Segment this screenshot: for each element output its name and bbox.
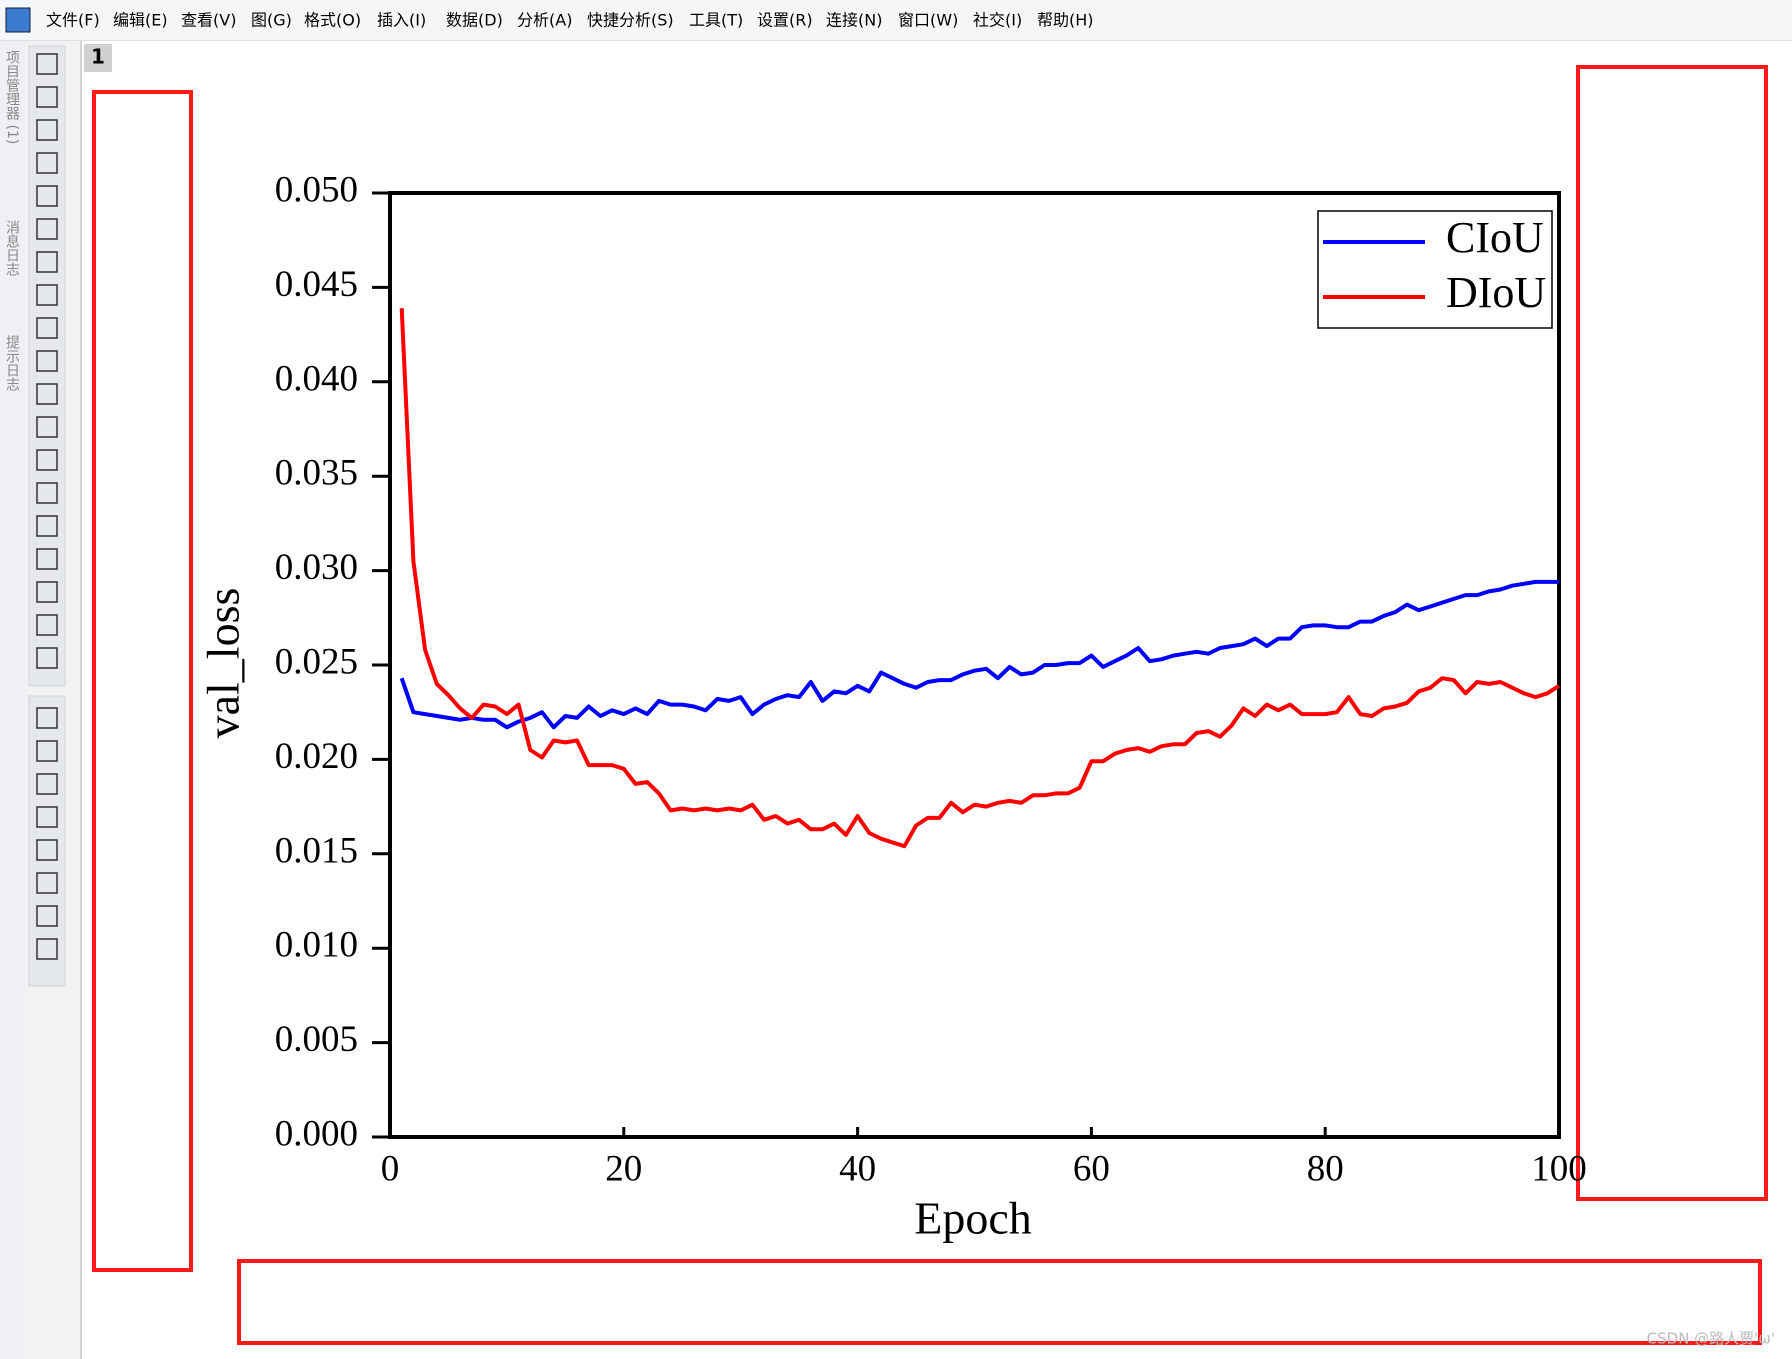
toolbar bbox=[28, 695, 66, 987]
tool-button[interactable] bbox=[36, 317, 58, 339]
tool-button[interactable] bbox=[36, 152, 58, 174]
side-tab[interactable]: 项目管理器 (1) bbox=[4, 50, 20, 144]
y-axis-label: val_loss bbox=[198, 588, 249, 739]
highlight-box bbox=[1576, 65, 1768, 1201]
legend-box bbox=[1317, 210, 1553, 329]
watermark: CSDN @路人贾'ω' bbox=[1647, 1330, 1775, 1348]
x-tick-label: 20 bbox=[605, 1148, 642, 1189]
menu-item[interactable]: 查看(V) bbox=[181, 11, 236, 30]
menu-item[interactable]: 帮助(H) bbox=[1037, 11, 1094, 30]
tool-button[interactable] bbox=[36, 548, 58, 570]
side-tabs bbox=[0, 41, 25, 1359]
menu-item[interactable]: 图(G) bbox=[251, 11, 292, 30]
y-tick-label: 0.020 bbox=[275, 736, 358, 777]
x-axis-label: Epoch bbox=[914, 1193, 1032, 1244]
tool-button[interactable] bbox=[36, 416, 58, 438]
menu-item[interactable]: 连接(N) bbox=[826, 11, 882, 30]
tool-button[interactable] bbox=[36, 185, 58, 207]
menu-item[interactable]: 数据(D) bbox=[446, 11, 503, 30]
tool-button[interactable] bbox=[36, 284, 58, 306]
menu-item[interactable]: 格式(O) bbox=[304, 11, 361, 30]
x-tick-label: 60 bbox=[1073, 1148, 1110, 1189]
tool-button[interactable] bbox=[36, 614, 58, 636]
side-tab[interactable]: 提示日志 bbox=[4, 335, 20, 391]
x-tick-label: 100 bbox=[1531, 1148, 1587, 1189]
y-tick-label: 0.005 bbox=[275, 1019, 358, 1060]
legend-label: DIoU bbox=[1446, 268, 1546, 317]
legend-label: CIoU bbox=[1446, 213, 1544, 262]
x-tick-label: 80 bbox=[1307, 1148, 1344, 1189]
menu-item[interactable]: 快捷分析(S) bbox=[587, 11, 674, 30]
layer-tab[interactable] bbox=[84, 44, 112, 72]
tool-button[interactable] bbox=[36, 449, 58, 471]
y-tick-label: 0.010 bbox=[275, 925, 358, 966]
menu-bar bbox=[0, 0, 1792, 41]
tool-button[interactable] bbox=[36, 872, 58, 894]
y-tick-label: 0.045 bbox=[275, 264, 358, 305]
tool-button[interactable] bbox=[36, 350, 58, 372]
side-tab[interactable]: 消息日志 bbox=[4, 220, 20, 276]
tool-button[interactable] bbox=[36, 773, 58, 795]
tool-button[interactable] bbox=[36, 218, 58, 240]
menu-item[interactable]: 窗口(W) bbox=[898, 11, 958, 30]
tool-button[interactable] bbox=[36, 86, 58, 108]
y-tick-label: 0.035 bbox=[275, 453, 358, 494]
highlight-box bbox=[92, 90, 193, 1272]
menu-item[interactable]: 工具(T) bbox=[689, 11, 743, 30]
app-icon[interactable] bbox=[5, 7, 31, 33]
tool-button[interactable] bbox=[36, 515, 58, 537]
y-tick-label: 0.050 bbox=[275, 169, 358, 210]
y-tick-label: 0.000 bbox=[275, 1113, 358, 1154]
layer-number: 1 bbox=[91, 45, 105, 69]
y-tick-label: 0.030 bbox=[275, 547, 358, 588]
tool-button[interactable] bbox=[36, 383, 58, 405]
tool-button[interactable] bbox=[36, 119, 58, 141]
x-tick-label: 40 bbox=[839, 1148, 876, 1189]
menu-item[interactable]: 文件(F) bbox=[46, 11, 100, 30]
tool-button[interactable] bbox=[36, 53, 58, 75]
tool-button[interactable] bbox=[36, 839, 58, 861]
tool-button[interactable] bbox=[36, 740, 58, 762]
y-tick-label: 0.040 bbox=[275, 358, 358, 399]
tool-button[interactable] bbox=[36, 806, 58, 828]
y-tick-label: 0.015 bbox=[275, 830, 358, 871]
tool-button[interactable] bbox=[36, 938, 58, 960]
menu-item[interactable]: 编辑(E) bbox=[113, 11, 168, 30]
tool-button[interactable] bbox=[36, 647, 58, 669]
series-line bbox=[399, 308, 1561, 849]
menu-item[interactable]: 社交(I) bbox=[973, 11, 1022, 30]
x-tick-label: 0 bbox=[381, 1148, 400, 1189]
menu-item[interactable]: 设置(R) bbox=[757, 11, 813, 30]
series-line bbox=[399, 579, 1559, 730]
highlight-box bbox=[237, 1259, 1762, 1345]
menu-item[interactable]: 插入(I) bbox=[377, 11, 426, 30]
toolbar bbox=[28, 45, 66, 687]
menu-item[interactable]: 分析(A) bbox=[517, 11, 572, 30]
tool-button[interactable] bbox=[36, 251, 58, 273]
tool-button[interactable] bbox=[36, 905, 58, 927]
y-tick-label: 0.025 bbox=[275, 641, 358, 682]
tool-button[interactable] bbox=[36, 581, 58, 603]
tool-button[interactable] bbox=[36, 482, 58, 504]
tool-button[interactable] bbox=[36, 707, 58, 729]
